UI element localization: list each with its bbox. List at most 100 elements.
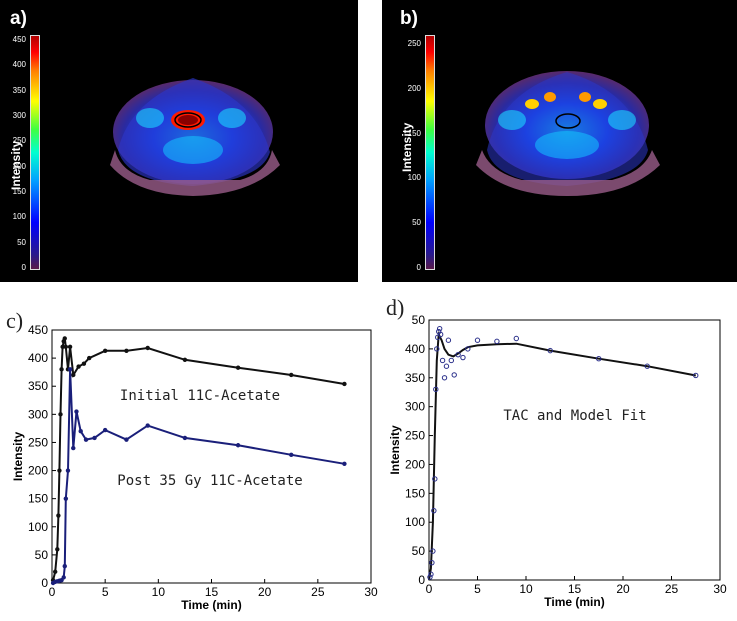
tac-data-point xyxy=(460,354,466,361)
series-post-point xyxy=(78,429,83,434)
y-tick-label: 50 xyxy=(412,544,426,558)
series-post-point xyxy=(145,423,150,428)
x-tick-label: 20 xyxy=(258,585,272,599)
series-initial-point xyxy=(55,547,60,552)
series-post-point xyxy=(65,468,71,473)
series-initial-point xyxy=(52,569,58,574)
tac-data-point xyxy=(427,574,433,580)
series-initial-point xyxy=(235,365,241,370)
x-tick-label: 10 xyxy=(152,585,166,599)
colorbar-tick: 300 xyxy=(12,111,26,120)
series-post-point xyxy=(61,575,66,580)
series-initial-point xyxy=(182,357,188,362)
colorbar-tick: 350 xyxy=(12,85,26,95)
series-initial-point xyxy=(67,344,73,350)
series-initial-point xyxy=(57,468,62,473)
y-tick-label: 0 xyxy=(418,573,425,587)
colorbar-tick: 100 xyxy=(12,212,26,222)
series-post-point xyxy=(74,409,79,414)
annotation-post: Post 35 Gy 11C-Acetate xyxy=(117,473,302,489)
tac-data-point xyxy=(448,357,455,364)
x-tick-label: 15 xyxy=(568,582,582,596)
x-tick-label: 10 xyxy=(519,582,533,596)
pet-image-panel-b: b) Intensity 250 200 150 100 50 0 xyxy=(382,0,737,282)
series-initial-point xyxy=(62,336,67,341)
tac-data-point xyxy=(443,363,450,369)
tac-data-point xyxy=(513,335,519,342)
series-initial-point xyxy=(59,367,64,372)
series-initial-point xyxy=(76,364,81,369)
colorbar-tick: 250 xyxy=(12,136,26,146)
y-axis-label: Intensity xyxy=(388,425,402,475)
series-post-point xyxy=(62,563,67,569)
colorbar-tick: 250 xyxy=(407,39,421,48)
y-tick-label: 200 xyxy=(28,464,48,478)
tac-data-point xyxy=(451,372,457,378)
series-initial-point xyxy=(145,345,150,351)
plot-frame xyxy=(51,329,372,584)
colorbar-tick: 200 xyxy=(12,161,26,171)
series-post-point xyxy=(92,435,97,441)
colorbar-tick: 100 xyxy=(407,173,421,183)
colorbar-b xyxy=(425,35,435,270)
y-tick-label: 250 xyxy=(405,429,425,443)
y-tick-label: 350 xyxy=(28,379,48,393)
tac-data-point xyxy=(441,375,448,381)
y-tick-label: 200 xyxy=(405,457,425,471)
x-tick-label: 30 xyxy=(364,585,378,599)
x-axis-label: Time (min) xyxy=(181,598,241,612)
y-tick-label: 150 xyxy=(405,486,425,500)
panel-label-d: d) xyxy=(386,295,405,320)
y-tick-label: 300 xyxy=(28,407,48,421)
colorbar-a xyxy=(30,35,40,270)
tac-data-point xyxy=(436,325,443,332)
y-tick-label: 400 xyxy=(405,342,425,356)
series-initial-point xyxy=(63,344,69,350)
series-post-point xyxy=(124,437,129,442)
tac-data-point xyxy=(439,357,446,364)
y-tick-label: 350 xyxy=(405,371,425,385)
series-initial-point xyxy=(124,348,129,354)
colorbar-tick: 200 xyxy=(407,83,421,93)
x-axis-label: Time (min) xyxy=(544,595,604,609)
series-post-point xyxy=(235,443,241,448)
x-tick-label: 15 xyxy=(205,585,219,599)
tac-data-point xyxy=(494,338,500,345)
tac-data-point xyxy=(434,346,440,352)
colorbar-tick: 450 xyxy=(12,35,26,44)
y-tick-label-top: 50 xyxy=(412,313,426,327)
tac-data-point xyxy=(455,351,461,358)
tac-data-point xyxy=(644,363,650,369)
x-tick-label: 5 xyxy=(474,582,481,596)
y-tick-label: 100 xyxy=(28,520,48,534)
y-axis-label: Intensity xyxy=(11,432,25,482)
y-tick-label: 450 xyxy=(28,323,48,337)
series-initial-point xyxy=(289,372,294,378)
series-post-point xyxy=(67,367,73,372)
tac-data-point xyxy=(596,356,602,362)
x-tick-label: 30 xyxy=(713,582,727,596)
pet-scan-b xyxy=(476,71,660,196)
colorbar-tick: 400 xyxy=(12,60,26,70)
x-tick-label: 25 xyxy=(311,585,325,599)
x-tick-label: 0 xyxy=(49,585,56,599)
colorbar-tick: 50 xyxy=(412,218,421,228)
x-tick-label: 25 xyxy=(665,582,679,596)
series-initial-point xyxy=(342,381,347,387)
y-tick-label: 400 xyxy=(28,351,48,365)
tac-data-point xyxy=(474,337,481,343)
y-tick-label: 100 xyxy=(405,515,425,529)
x-tick-label: 20 xyxy=(616,582,630,596)
colorbar-tick: 150 xyxy=(12,187,26,196)
tac-data-point xyxy=(693,372,699,379)
series-post-point xyxy=(71,445,76,451)
tac-data-point xyxy=(435,334,441,341)
series-post-point xyxy=(63,496,69,501)
y-tick-label: 150 xyxy=(28,492,48,506)
y-tick-label: 250 xyxy=(28,435,48,449)
y-tick-label: 0 xyxy=(41,576,48,590)
colorbar-tick: 50 xyxy=(17,237,26,247)
tac-data-point xyxy=(432,476,438,482)
panel-label-b: b) xyxy=(400,8,418,29)
